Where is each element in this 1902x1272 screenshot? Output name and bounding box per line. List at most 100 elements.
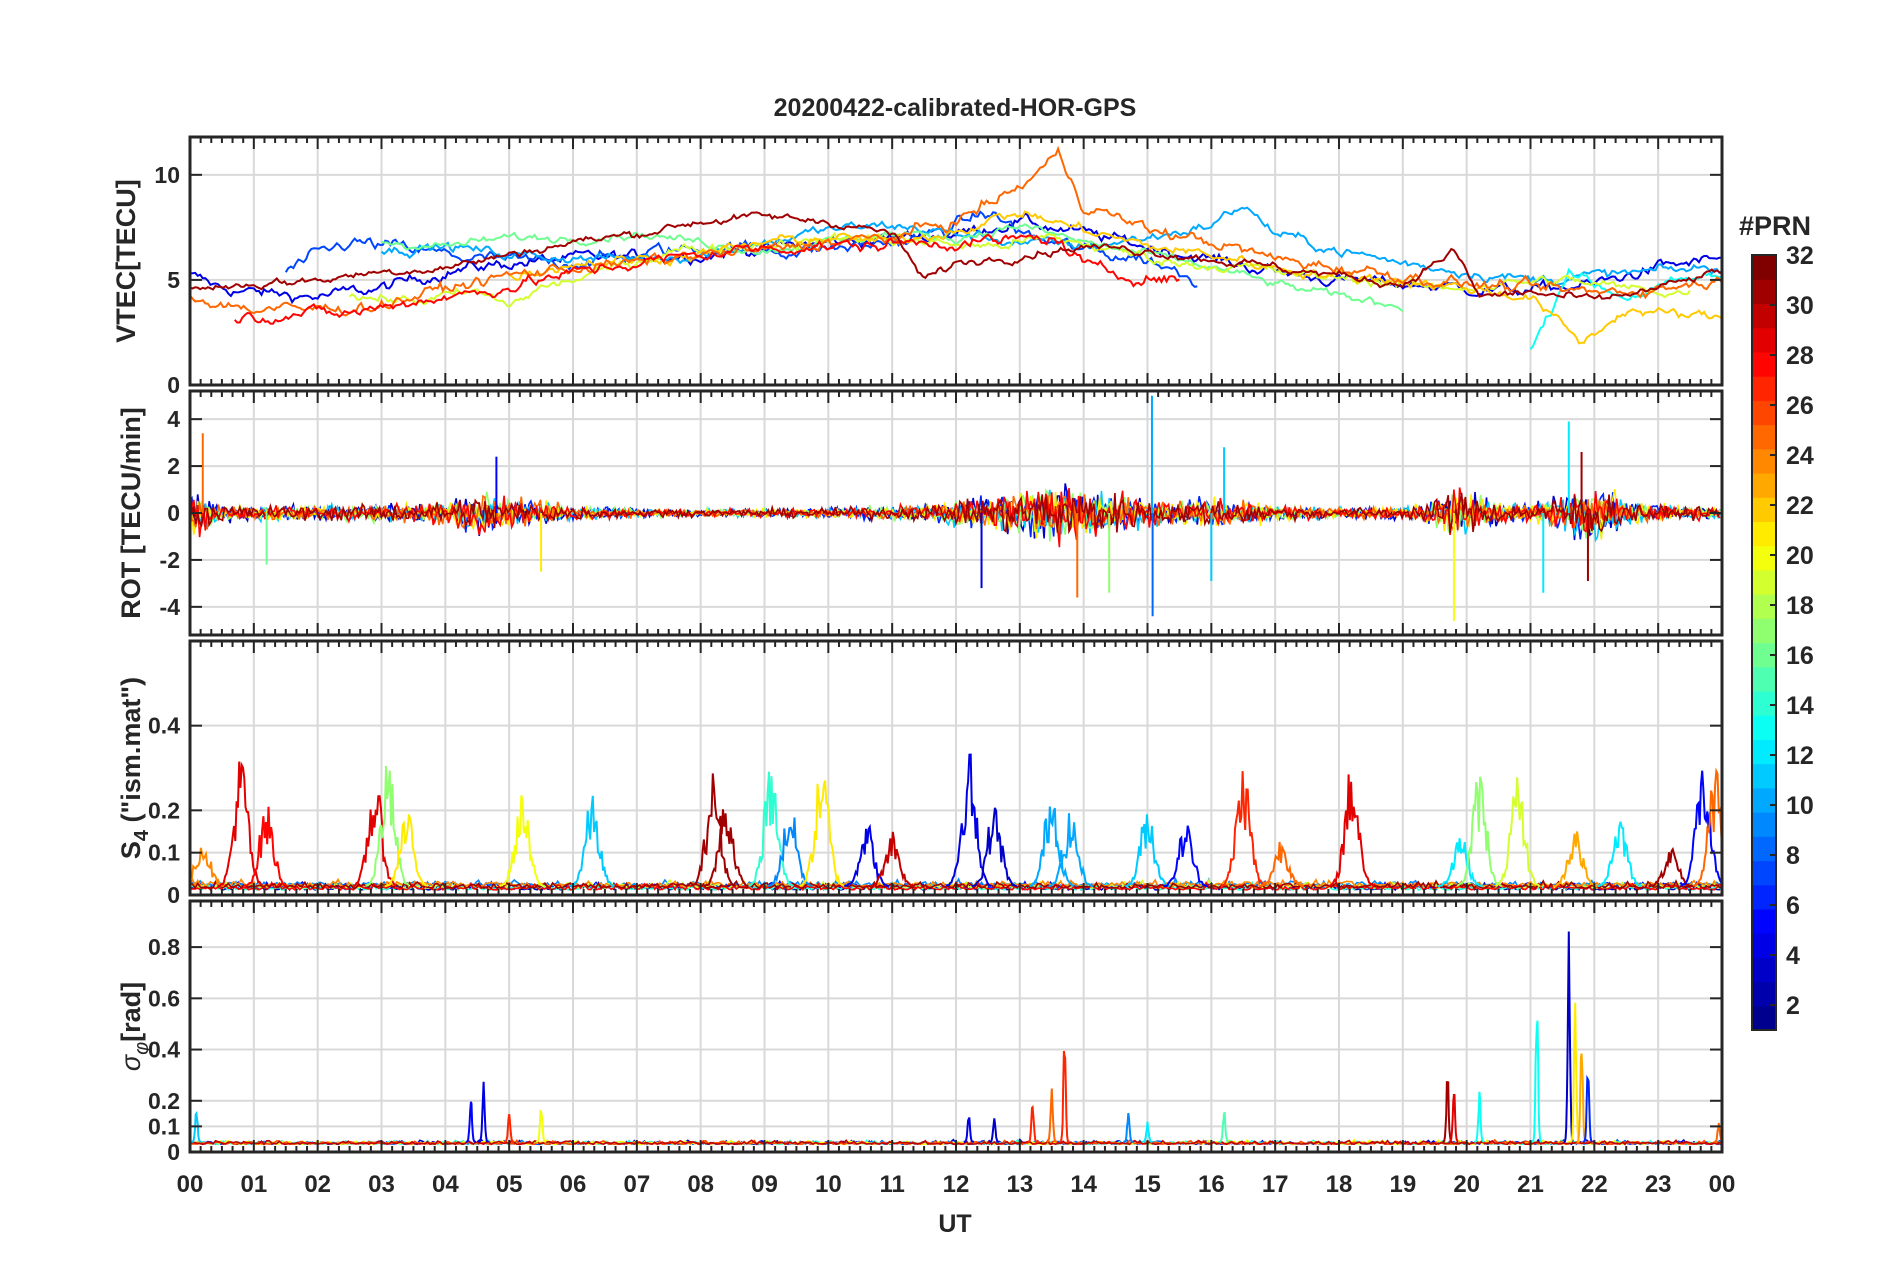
ylabel-s4-s: S <box>116 841 146 859</box>
colorbar-tick-label-12: 12 <box>1786 742 1814 770</box>
sigma-spike-6 <box>989 1118 1000 1143</box>
colorbar-tick-label-32: 32 <box>1786 242 1814 270</box>
colorbar-step-1 <box>1752 1005 1776 1031</box>
xtick-label-9: 09 <box>751 1171 778 1198</box>
sigma-spike-20 <box>1582 1074 1593 1143</box>
s4-burst-14 <box>869 831 915 888</box>
s4-burst-27 <box>1552 831 1598 888</box>
xtick-label-8: 08 <box>687 1171 714 1198</box>
panel-vtec: 0 5 10 VTEC[TECU] <box>111 135 1724 398</box>
ytick-label-s4: 0.2 <box>148 797 180 823</box>
sigma-spike-7 <box>1059 1050 1070 1143</box>
s4-burst-31 <box>1692 767 1722 887</box>
xtick-label-7: 07 <box>623 1171 650 1198</box>
xtick-label-12: 12 <box>943 1171 970 1198</box>
panel-rot-data <box>190 395 1721 621</box>
ytick-label-vtec: 0 <box>167 372 180 398</box>
sigma-spike-9 <box>1027 1104 1038 1143</box>
s4-burst-9 <box>703 809 749 888</box>
sigma-spike-16 <box>1531 1020 1542 1143</box>
xtick-label-11: 11 <box>879 1171 904 1198</box>
xtick-label-24: 00 <box>1709 1171 1736 1198</box>
sigma-spike-3 <box>503 1114 515 1143</box>
colorbar-step-13 <box>1752 715 1776 740</box>
ytick-label-vtec: 5 <box>167 267 180 293</box>
xtick-label-4: 04 <box>432 1171 459 1198</box>
xtick-label-14: 14 <box>1070 1171 1097 1198</box>
ytick-label-sigma_phi: 0.1 <box>148 1113 180 1139</box>
panel-s4-frame <box>188 639 1724 897</box>
s4-burst-21 <box>1220 771 1267 887</box>
ytick-label-rot: -4 <box>160 594 181 620</box>
s4-burst-30 <box>1680 770 1722 887</box>
sigma-spike-4 <box>535 1108 547 1143</box>
s4-burst-13 <box>844 823 890 888</box>
xtick-label-19: 19 <box>1389 1171 1416 1198</box>
sigma-spike-0 <box>191 1110 202 1143</box>
x-axis: 00 01 02 03 04 05 06 07 08 09 10 11 12 13 14 15 16 17 18 19… <box>177 1171 1736 1198</box>
s4-burst-23 <box>1328 774 1375 887</box>
colorbar-tick-label-6: 6 <box>1786 892 1800 920</box>
s4-burst-11 <box>767 817 813 888</box>
ylabel-vtec: VTEC[TECU] <box>111 179 141 343</box>
s4-burst-19 <box>1125 814 1170 888</box>
vtec-series-prn-31 <box>190 211 1722 300</box>
xtick-label-3: 03 <box>368 1171 395 1198</box>
ylabel-sigma-sub: φ <box>131 1042 153 1055</box>
colorbar-tick-label-26: 26 <box>1786 392 1814 420</box>
colorbar-step-19 <box>1752 569 1776 595</box>
s4-burst-24 <box>1437 838 1483 888</box>
xtick-label-2: 02 <box>304 1171 331 1198</box>
xtick-label-17: 17 <box>1262 1171 1289 1198</box>
ytick-label-rot: 4 <box>167 406 180 432</box>
colorbar-step-25 <box>1752 424 1776 450</box>
xtick-label-10: 10 <box>815 1171 842 1198</box>
ytick-label-sigma_phi: 0.4 <box>148 1037 180 1063</box>
xtick-label-22: 22 <box>1581 1171 1608 1198</box>
colorbar-tick-label-20: 20 <box>1786 542 1814 570</box>
x-axis-label: UT <box>938 1210 971 1238</box>
sigma-spike-2 <box>465 1101 477 1143</box>
colorbar-title: #PRN <box>1739 211 1811 241</box>
colorbar-tick-label-22: 22 <box>1786 492 1814 520</box>
colorbar-step-23 <box>1752 472 1776 498</box>
colorbar-tick-label-8: 8 <box>1786 842 1800 870</box>
ytick-label-sigma_phi: 0.8 <box>148 934 180 960</box>
colorbar-step-29 <box>1752 327 1776 353</box>
ylabel-s4-sub: 4 <box>131 829 153 841</box>
colorbar-step-31 <box>1752 279 1776 305</box>
colorbar-step-17 <box>1752 618 1776 644</box>
colorbar-step-3 <box>1752 957 1776 983</box>
xtick-label-0: 00 <box>177 1171 204 1198</box>
colorbar-step-7 <box>1752 860 1776 886</box>
ylabel-s4: S4 ("ism.mat") <box>116 677 153 859</box>
ytick-label-s4: 0 <box>167 882 180 908</box>
colorbar-step-4 <box>1752 933 1776 958</box>
colorbar-step-28 <box>1752 351 1776 377</box>
s4-burst-2 <box>243 806 288 887</box>
xtick-label-18: 18 <box>1326 1171 1353 1198</box>
panel-s4: 00.10.20.4S4 ("ism.mat") <box>116 639 1724 908</box>
colorbar-step-21 <box>1752 521 1776 547</box>
s4-burst-7 <box>569 795 615 887</box>
ylabel-sigma-rest: [rad] <box>116 982 146 1042</box>
ytick-label-rot: 0 <box>167 500 180 526</box>
colorbar-step-32 <box>1752 255 1776 280</box>
xtick-label-6: 06 <box>560 1171 587 1198</box>
colorbar-frame <box>1751 254 1777 1031</box>
s4-burst-6 <box>499 795 545 888</box>
s4-burst-28 <box>1597 821 1643 888</box>
colorbar-step-27 <box>1752 376 1776 401</box>
ytick-label-vtec: 10 <box>154 162 180 188</box>
s4-burst-26 <box>1494 777 1541 888</box>
s4-burst-17 <box>1029 806 1075 887</box>
ytick-label-rot: -2 <box>160 547 180 573</box>
s4-burst-20 <box>1163 825 1209 888</box>
vtec-series-prn-25 <box>190 145 1722 317</box>
panel-rot-frame <box>188 389 1724 637</box>
panel-rot: -4 -2 0 2 4 ROT [TECU/min] <box>116 389 1724 637</box>
colorbar-step-18 <box>1752 594 1776 619</box>
s4-burst-5 <box>384 814 429 888</box>
